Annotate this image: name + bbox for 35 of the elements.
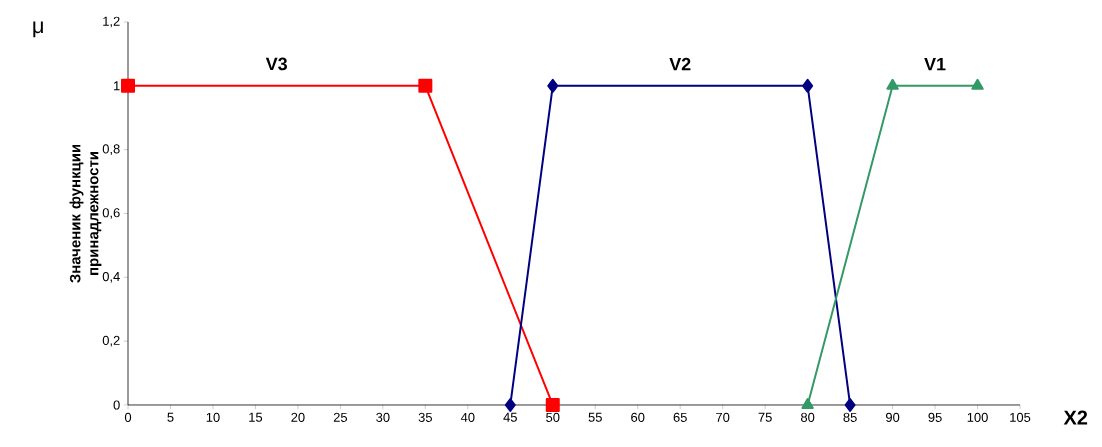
y-axis-title: Значеник функции принадлежности xyxy=(69,144,102,283)
x-tick-label: 35 xyxy=(418,412,432,422)
y-tick-label: 0,4 xyxy=(102,271,120,283)
x-tick-label: 0 xyxy=(124,412,132,422)
x-axis-title: X2 xyxy=(1063,410,1088,425)
series-label: V1 xyxy=(924,57,946,71)
x-tick-label: 50 xyxy=(546,412,560,422)
x-tick-label: 100 xyxy=(967,412,988,422)
x-tick-label: 55 xyxy=(588,412,602,422)
x-tick-label: 95 xyxy=(928,412,942,422)
x-tick-label: 5 xyxy=(167,412,174,422)
y-tick-label: 0,6 xyxy=(102,208,120,219)
series-label: V3 xyxy=(265,57,287,71)
x-tick-label: 40 xyxy=(460,412,475,422)
y-tick-label: 0,8 xyxy=(102,144,120,155)
x-tick-label: 105 xyxy=(1010,412,1031,422)
y-tick-label: 0 xyxy=(113,400,120,410)
x-tick-label: 75 xyxy=(758,412,772,422)
text: μ xyxy=(33,21,43,38)
x-tick-label: 85 xyxy=(843,412,857,422)
x-tick-label: 15 xyxy=(249,412,263,422)
y-tick-label: 1 xyxy=(114,81,120,91)
x-tick-label: 90 xyxy=(885,412,900,422)
series-label: V2 xyxy=(669,57,691,71)
x-tick-label: 70 xyxy=(716,412,730,422)
x-tick-label: 10 xyxy=(206,412,220,422)
x-tick-label: 65 xyxy=(673,412,687,422)
x-tick-label: 30 xyxy=(376,412,390,422)
y-tick-label: 0,2 xyxy=(102,335,120,347)
x-tick-label: 60 xyxy=(631,412,645,422)
x-tick-label: 20 xyxy=(291,412,305,422)
y-tick-label: 1,2 xyxy=(103,16,120,28)
x-tick-label: 45 xyxy=(503,412,517,422)
x-tick-label: 80 xyxy=(800,412,815,422)
x-tick-label: 25 xyxy=(333,412,348,422)
